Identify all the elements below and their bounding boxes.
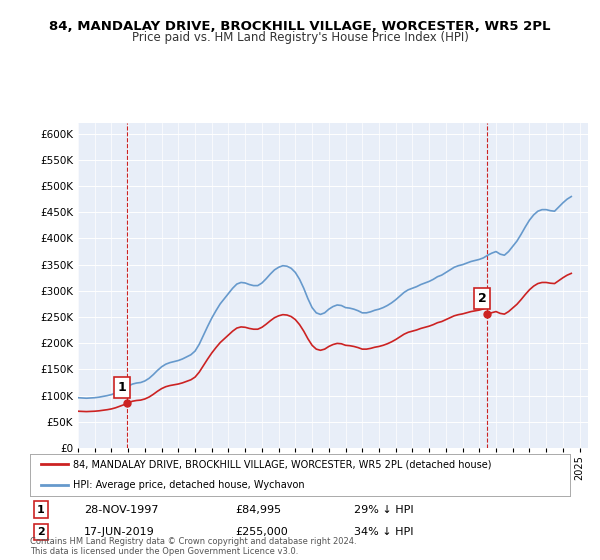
Text: 2: 2 <box>37 527 44 537</box>
Text: Price paid vs. HM Land Registry's House Price Index (HPI): Price paid vs. HM Land Registry's House … <box>131 31 469 44</box>
Text: £84,995: £84,995 <box>235 505 281 515</box>
Text: 17-JUN-2019: 17-JUN-2019 <box>84 527 155 537</box>
Text: HPI: Average price, detached house, Wychavon: HPI: Average price, detached house, Wych… <box>73 480 305 490</box>
Text: 1: 1 <box>117 381 126 394</box>
Text: 29% ↓ HPI: 29% ↓ HPI <box>354 505 413 515</box>
Text: 84, MANDALAY DRIVE, BROCKHILL VILLAGE, WORCESTER, WR5 2PL: 84, MANDALAY DRIVE, BROCKHILL VILLAGE, W… <box>49 20 551 32</box>
Text: 84, MANDALAY DRIVE, BROCKHILL VILLAGE, WORCESTER, WR5 2PL (detached house): 84, MANDALAY DRIVE, BROCKHILL VILLAGE, W… <box>73 459 492 469</box>
Text: £255,000: £255,000 <box>235 527 288 537</box>
Text: 2: 2 <box>478 292 487 305</box>
Text: 1: 1 <box>37 505 44 515</box>
Text: 34% ↓ HPI: 34% ↓ HPI <box>354 527 413 537</box>
Text: Contains HM Land Registry data © Crown copyright and database right 2024.
This d: Contains HM Land Registry data © Crown c… <box>30 536 356 556</box>
Text: 28-NOV-1997: 28-NOV-1997 <box>84 505 158 515</box>
